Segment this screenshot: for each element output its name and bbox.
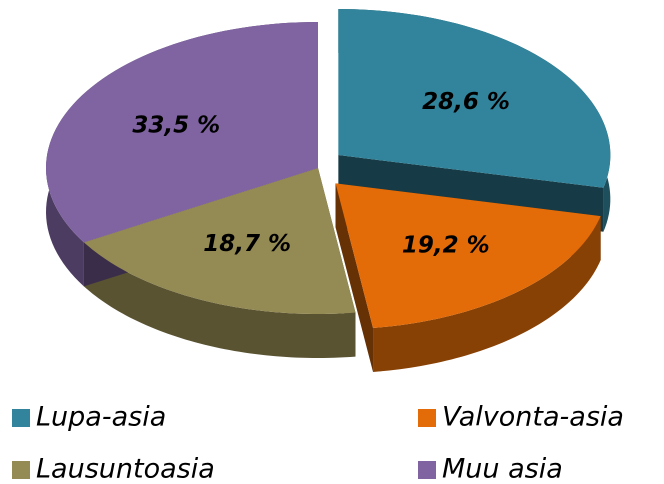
legend-label: Lausuntoasia: [36, 454, 215, 484]
value-label: 28,6 %: [422, 89, 510, 115]
slice-side: [335, 183, 374, 372]
legend-swatch: [12, 409, 30, 427]
legend-label: Muu asia: [442, 454, 563, 484]
pie-tops: [46, 9, 611, 328]
legend-label: Lupa-asia: [36, 402, 166, 433]
value-label: 33,5 %: [132, 113, 220, 139]
slice: [83, 168, 356, 314]
legend-swatch: [418, 461, 436, 479]
value-label: 19,2 %: [402, 232, 490, 258]
slice: [338, 9, 611, 188]
slice: [335, 183, 601, 328]
legend-swatch: [418, 409, 436, 427]
slice-side: [373, 216, 601, 372]
slice-side: [83, 242, 356, 358]
legend-label: Valvonta-asia: [442, 402, 624, 433]
slice: [46, 22, 318, 243]
legend-swatch: [12, 461, 30, 479]
value-label: 18,7 %: [203, 231, 291, 257]
